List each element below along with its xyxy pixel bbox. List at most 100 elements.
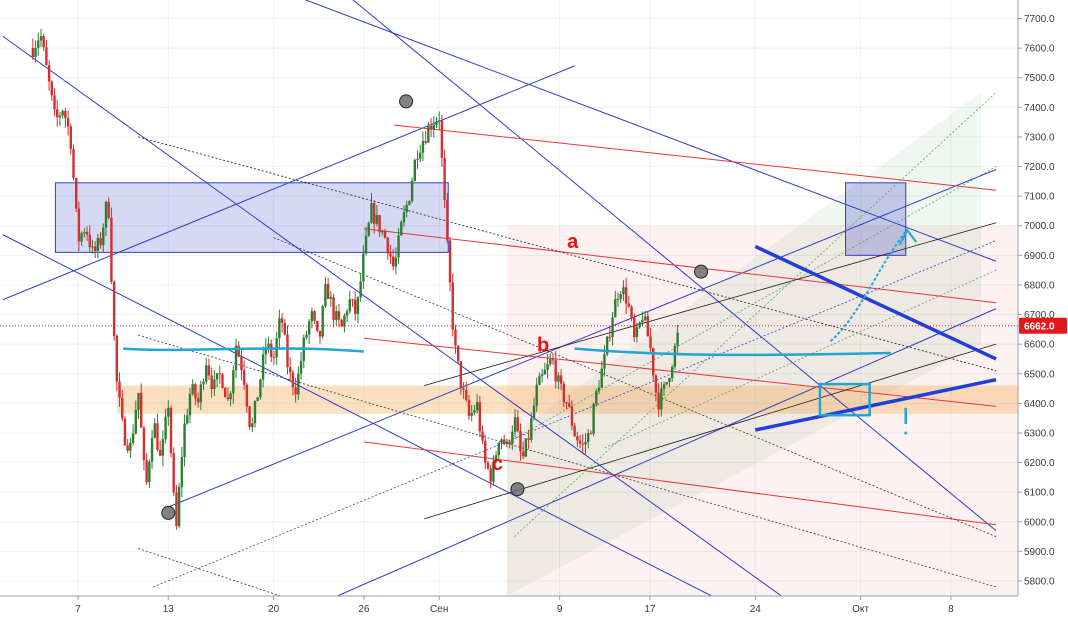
candle-body <box>359 281 362 298</box>
candle-body <box>305 334 308 338</box>
markers <box>161 94 709 520</box>
candle-body <box>549 359 552 365</box>
candle-body <box>489 468 492 482</box>
candle-body <box>622 287 625 295</box>
candle-body <box>454 329 457 346</box>
candle-body <box>484 440 487 463</box>
candle-body <box>318 330 322 337</box>
candle-body <box>332 297 335 320</box>
candle-body <box>367 223 370 236</box>
x-axis: 7 13 20 26 Сен 9 17 24 Окт 8 <box>0 595 1068 624</box>
dotted-line-3 <box>138 334 997 588</box>
candle-body <box>630 306 633 318</box>
candle-body <box>619 294 622 299</box>
candle-body <box>112 281 116 336</box>
candle-body <box>438 120 441 122</box>
y-tick-label: 7600.0 <box>1024 44 1055 55</box>
y-tick-label: 6500.0 <box>1024 369 1055 380</box>
candle-body <box>226 397 230 400</box>
x-tick-label: Сен <box>430 604 448 615</box>
candle-body <box>129 442 132 451</box>
candle-body <box>589 433 593 435</box>
candle-body <box>215 373 219 380</box>
candle-body <box>478 402 482 432</box>
candle-body <box>440 120 444 158</box>
candle-body <box>603 354 606 369</box>
candle-body <box>364 235 368 254</box>
y-tick-label: 6700.0 <box>1024 310 1055 321</box>
candle-body <box>494 455 498 462</box>
candle-body <box>123 418 127 446</box>
candle-body <box>394 257 398 267</box>
candle-body <box>538 375 541 385</box>
candle-body <box>53 95 56 110</box>
candle-body <box>383 231 387 238</box>
candle-body <box>516 417 519 432</box>
cyan-level-right <box>574 347 891 357</box>
candle-body <box>307 321 311 335</box>
candle-body <box>668 378 671 383</box>
candle-body <box>627 303 631 307</box>
candle-body <box>31 48 35 57</box>
candle-body <box>251 423 254 427</box>
candle-body <box>543 369 547 375</box>
candle-body <box>156 423 159 450</box>
candle-body <box>142 427 146 461</box>
candle-body <box>261 354 265 380</box>
candle-body <box>581 443 584 445</box>
candle-body <box>456 345 460 362</box>
candle-body <box>259 379 262 398</box>
candle-body <box>107 201 110 218</box>
candle-body <box>562 383 566 403</box>
candle-body <box>530 418 533 440</box>
candle-body <box>551 359 555 361</box>
candle-body <box>93 246 97 251</box>
red-line-b <box>363 337 997 407</box>
candle-body <box>638 322 641 328</box>
candle-body <box>557 375 560 382</box>
candle-body <box>402 212 406 223</box>
candle-body <box>99 238 102 245</box>
candle-body <box>473 410 476 413</box>
y-tick-label: 6300.0 <box>1024 428 1055 439</box>
red-line-c <box>363 441 997 526</box>
candle-body <box>37 40 40 48</box>
cyan-box <box>818 382 871 417</box>
candle-body <box>237 345 240 357</box>
candle-body <box>272 356 276 358</box>
candle-body <box>223 387 227 398</box>
candle-body <box>210 375 213 390</box>
candle-body <box>150 437 154 462</box>
candle-body <box>188 393 192 416</box>
candle-body <box>134 409 137 434</box>
candle-body <box>608 336 612 338</box>
candle-body <box>568 403 571 407</box>
candle-body <box>435 121 438 125</box>
candle-body <box>565 402 568 404</box>
candle-body <box>337 311 341 320</box>
dotted-line-4 <box>138 548 289 600</box>
candle-body <box>291 372 295 388</box>
blue-line-5 <box>2 65 575 301</box>
y-tick-label: 7500.0 <box>1024 73 1055 84</box>
candle-body <box>348 299 352 312</box>
candle-body <box>521 451 525 457</box>
candle-body <box>256 397 259 402</box>
candle-body <box>297 373 300 395</box>
candle-body <box>283 322 286 335</box>
candle-body <box>652 348 655 376</box>
candle-body <box>115 335 119 382</box>
highlights <box>123 228 997 435</box>
candle-body <box>240 356 243 371</box>
candle-body <box>465 390 468 400</box>
candle-body <box>45 47 48 66</box>
x-tick-label: 26 <box>358 604 370 615</box>
candle-body <box>253 401 257 424</box>
candle-body <box>429 126 433 130</box>
candle-body <box>329 297 333 299</box>
candle-body <box>427 126 430 143</box>
candle-body <box>508 441 511 444</box>
candle-body <box>270 343 273 357</box>
candle-body <box>614 299 617 318</box>
candle-body <box>177 486 181 527</box>
